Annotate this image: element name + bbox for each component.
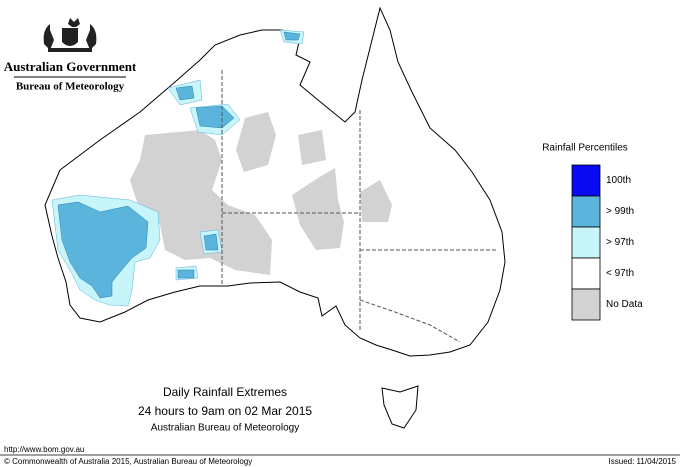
header-title: Australian Government — [4, 59, 137, 74]
legend-swatch — [571, 226, 601, 259]
legend-label: No Data — [606, 299, 643, 310]
caption-period: 24 hours to 9am on 02 Mar 2015 — [138, 404, 312, 418]
caption-title: Daily Rainfall Extremes — [163, 385, 287, 399]
legend-label: > 99th — [606, 206, 634, 217]
header-subtitle: Bureau of Meteorology — [16, 81, 125, 93]
legend-label: > 97th — [606, 237, 634, 248]
footer-issued: Issued: 11/04/2015 — [609, 457, 677, 466]
legend-title: Rainfall Percentiles — [542, 143, 628, 154]
state-borders — [221, 70, 498, 343]
footer-url: http://www.bom.gov.au — [4, 445, 84, 454]
tasmania — [381, 385, 419, 429]
legend-swatch — [571, 288, 601, 321]
legend-label: < 97th — [606, 268, 634, 279]
legend-swatch — [571, 195, 601, 228]
footer-copyright: © Commonwealth of Australia 2015, Austra… — [4, 457, 252, 466]
no-data-areas — [130, 112, 392, 275]
crest — [43, 18, 97, 52]
caption-source: Australian Bureau of Meteorology — [151, 423, 299, 434]
above-99th-areas — [57, 31, 301, 299]
legend-swatch — [571, 257, 601, 290]
legend-label: 100th — [606, 175, 631, 186]
legend: 100th > 99th > 97th < 97th No Data — [571, 164, 643, 321]
legend-swatch — [571, 164, 601, 197]
